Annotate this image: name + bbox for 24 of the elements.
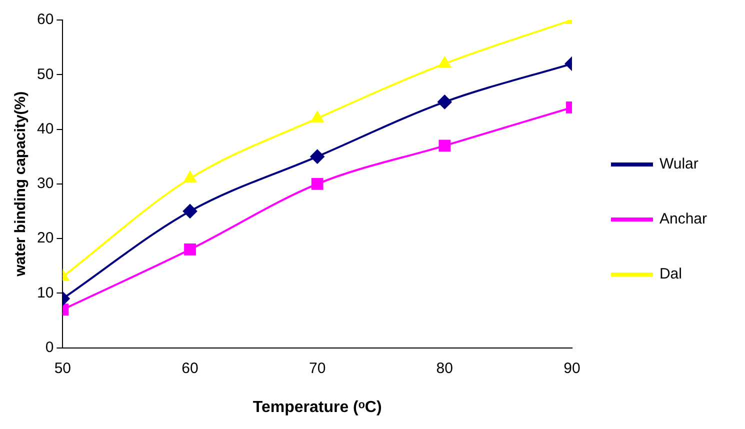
- y-tick-label: 30: [36, 175, 54, 192]
- y-axis-title: water binding capacity(%): [12, 91, 30, 278]
- point: [184, 244, 196, 256]
- y-tick-label: 60: [36, 11, 54, 28]
- point: [184, 171, 196, 182]
- point: [310, 150, 324, 164]
- y-tick-label: 50: [36, 66, 54, 83]
- legend-label: Wular: [659, 156, 698, 173]
- x-tick-label: 50: [54, 360, 72, 377]
- y-tick-label: 0: [45, 338, 54, 356]
- x-tick-label: 80: [436, 360, 453, 377]
- legend-label: Anchar: [659, 210, 708, 228]
- point: [311, 178, 324, 190]
- y-tick-label: 10: [36, 284, 54, 302]
- y-tick-label: 20: [36, 230, 54, 247]
- y-tick-label: 40: [36, 120, 54, 138]
- x-tick-label: 70: [308, 360, 326, 377]
- x-axis-title: Temperature (ᵒC): [252, 398, 382, 416]
- legend-label: Dal: [659, 266, 682, 283]
- point: [438, 56, 451, 68]
- point: [311, 111, 324, 122]
- x-tick-label: 90: [564, 360, 580, 377]
- point: [183, 204, 198, 218]
- x-tick-label: 60: [182, 360, 198, 377]
